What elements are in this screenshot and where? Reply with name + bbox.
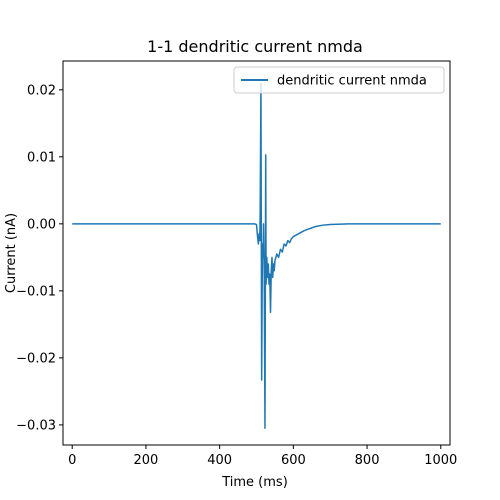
x-tick-label: 1000 — [424, 453, 457, 468]
y-tick-label: 0.00 — [27, 217, 56, 232]
x-tick-label: 600 — [281, 453, 306, 468]
y-tick-label: −0.03 — [16, 418, 56, 433]
plot-frame — [62, 60, 451, 446]
y-tick-label: −0.01 — [16, 284, 56, 299]
legend-entry-label: dendritic current nmda — [277, 74, 427, 89]
series-line-0 — [72, 82, 441, 429]
y-tick-label: 0.02 — [27, 83, 56, 98]
y-tick-label: −0.02 — [16, 351, 56, 366]
x-tick-label: 0 — [68, 453, 76, 468]
legend: dendritic current nmda — [233, 66, 445, 94]
y-tick-label: 0.01 — [27, 150, 56, 165]
y-axis-label: Current (nA) — [4, 213, 19, 293]
x-axis-label: Time (ms) — [221, 475, 288, 490]
chart-title: 1-1 dendritic current nmda — [147, 37, 363, 56]
y-axis: 0.02 0.01 0.00 −0.01 −0.02 −0.03 — [16, 83, 63, 433]
x-tick-label: 200 — [134, 453, 159, 468]
x-tick-label: 400 — [207, 453, 232, 468]
plot-area — [72, 82, 441, 429]
legend-box — [233, 66, 445, 94]
x-axis: 0 200 400 600 800 1000 — [68, 445, 457, 468]
x-tick-label: 800 — [355, 453, 380, 468]
